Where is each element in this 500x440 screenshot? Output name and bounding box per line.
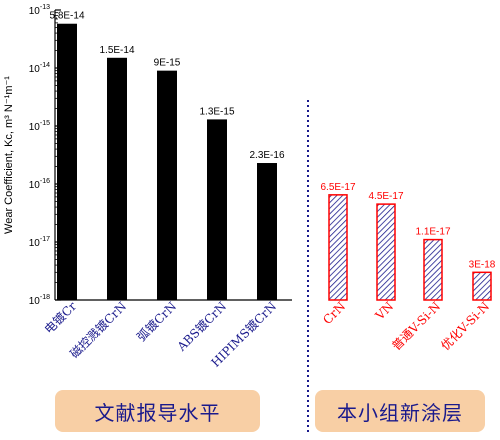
data-label-literature: 1.5E-14 — [99, 45, 134, 56]
data-label-new-coating: 4.5E-17 — [368, 191, 403, 202]
category-label-new-coating: CrN — [320, 299, 348, 327]
data-label-new-coating: 1.1E-17 — [415, 227, 450, 238]
data-label-literature: 1.3E-15 — [199, 106, 234, 117]
category-label-new-coating: VN — [372, 299, 396, 323]
bar-new-coating — [376, 203, 396, 301]
y-axis-ticks: 10-13 10-14 10-15 10-16 10-17 10-18 — [29, 4, 61, 307]
y-tick-label: 10-18 — [29, 294, 50, 307]
category-label-literature: ABS镀CrN — [174, 299, 229, 354]
bar-literature — [257, 163, 277, 300]
new-coating-bars: 6.5E-17 CrN 4.5E-17 VN 1.1E-17 普通V-Si-N 3E-18 优… — [320, 182, 496, 353]
data-label-new-coating: 6.5E-17 — [320, 182, 355, 193]
category-label-new-coating: 优化V-Si-N — [438, 299, 492, 353]
category-label-new-coating: 普通V-Si-N — [389, 299, 443, 353]
data-label-literature: 5.8E-14 — [49, 11, 84, 22]
bar-new-coating — [472, 271, 492, 301]
bar-literature — [157, 70, 177, 300]
bar-literature — [207, 119, 227, 300]
data-label-literature: 9E-15 — [154, 58, 181, 69]
y-tick-label: 10-15 — [29, 120, 50, 133]
caption-new-coatings: 本小组新涂层 — [315, 390, 485, 432]
caption-literature: 文献报导水平 — [55, 390, 260, 432]
y-tick-label: 10-13 — [29, 4, 50, 17]
bar-literature — [107, 57, 127, 300]
y-tick-label: 10-17 — [29, 236, 50, 249]
data-label-literature: 2.3E-16 — [249, 150, 284, 161]
bar-new-coating — [328, 194, 348, 301]
bar-new-coating — [423, 238, 443, 301]
category-label-literature: 弧镀CrN — [134, 299, 179, 344]
y-axis-label: Wear Coefficient, Kc, m³ N⁻¹m⁻¹ — [3, 76, 15, 234]
bar-literature — [57, 23, 77, 300]
y-tick-label: 10-14 — [29, 62, 50, 75]
category-label-literature: 电镀Cr — [42, 299, 80, 337]
data-label-new-coating: 3E-18 — [469, 259, 496, 270]
y-tick-label: 10-16 — [29, 178, 50, 191]
literature-bars: 5.8E-14电镀Cr1.5E-14磁控溅镀CrN9E-15弧镀CrN1.3E-… — [42, 11, 285, 370]
